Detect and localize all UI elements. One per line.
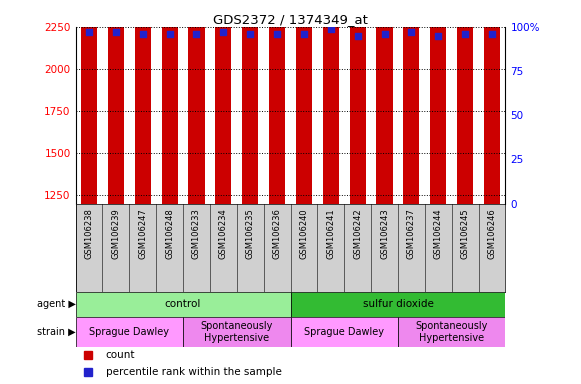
- Text: GSM106238: GSM106238: [84, 208, 94, 259]
- Text: GSM106246: GSM106246: [487, 208, 497, 259]
- Point: [487, 31, 497, 37]
- Point: [272, 31, 282, 37]
- Point: [299, 31, 309, 37]
- Bar: [398, 317, 505, 347]
- Bar: [269, 0, 285, 204]
- Bar: [457, 0, 473, 204]
- Bar: [76, 317, 183, 347]
- Bar: [242, 0, 258, 204]
- Text: Sprague Dawley: Sprague Dawley: [89, 327, 169, 337]
- Text: Sprague Dawley: Sprague Dawley: [304, 327, 384, 337]
- Bar: [430, 0, 446, 204]
- Text: GSM106234: GSM106234: [219, 208, 228, 259]
- Text: control: control: [165, 299, 201, 309]
- Text: GSM106235: GSM106235: [246, 208, 254, 259]
- Text: GSM106248: GSM106248: [165, 208, 174, 259]
- Bar: [76, 292, 290, 317]
- Text: percentile rank within the sample: percentile rank within the sample: [106, 367, 282, 377]
- Point: [326, 26, 335, 32]
- Bar: [403, 0, 419, 204]
- Text: Spontaneously
Hypertensive: Spontaneously Hypertensive: [200, 321, 273, 343]
- Text: sulfur dioxide: sulfur dioxide: [363, 299, 433, 309]
- Bar: [376, 0, 393, 204]
- Bar: [350, 0, 365, 204]
- Bar: [290, 317, 398, 347]
- Point: [138, 31, 148, 37]
- Text: GSM106245: GSM106245: [461, 208, 469, 258]
- Text: strain ▶: strain ▶: [37, 327, 76, 337]
- Title: GDS2372 / 1374349_at: GDS2372 / 1374349_at: [213, 13, 368, 26]
- Text: GSM106243: GSM106243: [380, 208, 389, 259]
- Point: [380, 31, 389, 37]
- Bar: [162, 0, 178, 204]
- Point: [461, 31, 470, 37]
- Bar: [81, 0, 97, 204]
- Text: GSM106237: GSM106237: [407, 208, 416, 259]
- Text: GSM106240: GSM106240: [299, 208, 309, 258]
- Point: [192, 31, 201, 37]
- Bar: [188, 0, 205, 204]
- Bar: [290, 292, 505, 317]
- Point: [84, 29, 94, 35]
- Point: [165, 31, 174, 37]
- Bar: [135, 0, 151, 204]
- Bar: [183, 317, 290, 347]
- Text: GSM106233: GSM106233: [192, 208, 201, 259]
- Text: count: count: [106, 350, 135, 360]
- Point: [218, 29, 228, 35]
- Point: [407, 29, 416, 35]
- Text: GSM106242: GSM106242: [353, 208, 362, 258]
- Text: GSM106239: GSM106239: [112, 208, 120, 259]
- Point: [246, 31, 255, 37]
- Bar: [215, 0, 231, 204]
- Point: [433, 33, 443, 39]
- Text: GSM106236: GSM106236: [272, 208, 282, 259]
- Point: [111, 29, 120, 35]
- Bar: [484, 0, 500, 204]
- Bar: [108, 0, 124, 204]
- Bar: [296, 0, 312, 204]
- Text: GSM106241: GSM106241: [327, 208, 335, 258]
- Text: GSM106244: GSM106244: [434, 208, 443, 258]
- Text: GSM106247: GSM106247: [138, 208, 147, 259]
- Text: agent ▶: agent ▶: [37, 299, 76, 309]
- Bar: [322, 0, 339, 204]
- Text: Spontaneously
Hypertensive: Spontaneously Hypertensive: [415, 321, 488, 343]
- Point: [353, 33, 363, 39]
